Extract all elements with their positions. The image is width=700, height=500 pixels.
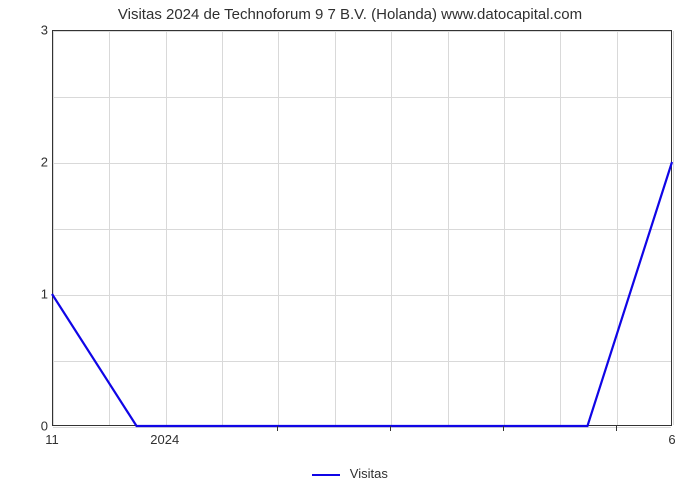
x-tick-mark bbox=[277, 426, 278, 431]
x-tick-mark bbox=[616, 426, 617, 431]
legend-swatch bbox=[312, 474, 340, 476]
x-tick-label: 6 bbox=[668, 432, 675, 447]
grid-vertical bbox=[673, 31, 674, 425]
y-tick-label: 0 bbox=[8, 419, 48, 434]
x-tick-mark bbox=[503, 426, 504, 431]
grid-horizontal bbox=[53, 427, 671, 428]
legend-label: Visitas bbox=[350, 466, 388, 481]
x-tick-label: 2024 bbox=[150, 432, 179, 447]
y-tick-label: 2 bbox=[8, 155, 48, 170]
x-tick-label: 11 bbox=[45, 432, 59, 447]
chart-title: Visitas 2024 de Technoforum 9 7 B.V. (Ho… bbox=[0, 6, 700, 23]
x-tick-mark bbox=[390, 426, 391, 431]
y-tick-label: 3 bbox=[8, 23, 48, 38]
series-line bbox=[52, 162, 672, 426]
y-tick-label: 1 bbox=[8, 287, 48, 302]
line-layer bbox=[52, 30, 672, 426]
legend: Visitas bbox=[0, 466, 700, 481]
chart-container: Visitas 2024 de Technoforum 9 7 B.V. (Ho… bbox=[0, 0, 700, 500]
